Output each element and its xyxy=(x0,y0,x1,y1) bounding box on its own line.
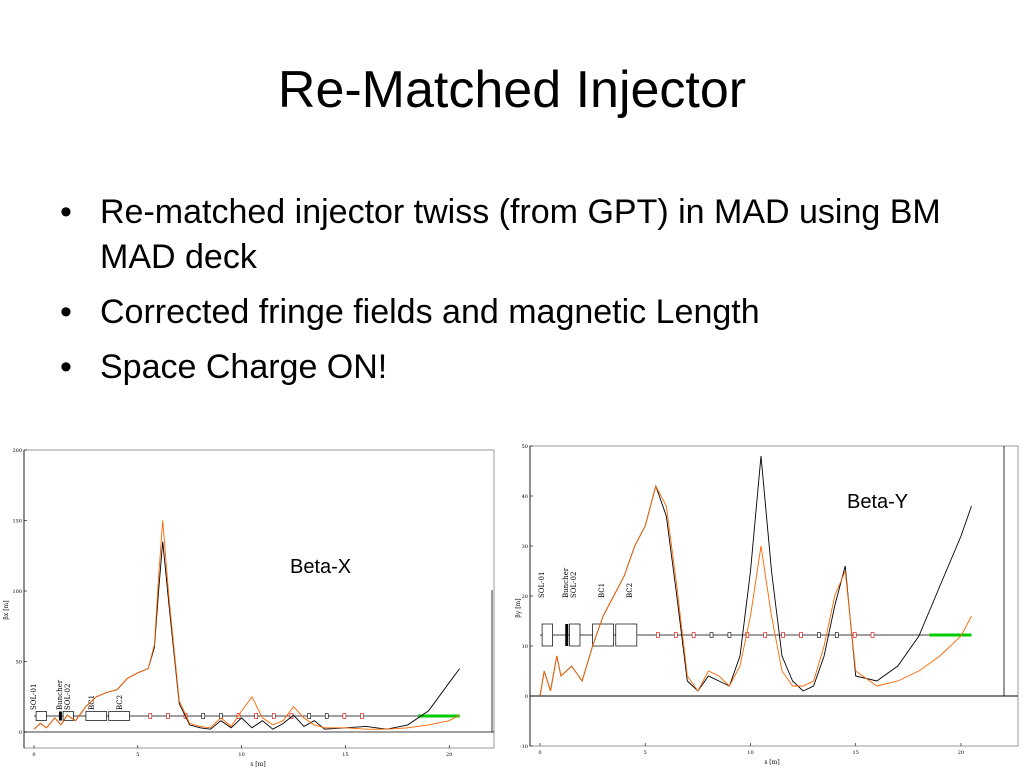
buncher-element xyxy=(565,624,569,646)
bullet-text: Corrected fringe fields and magnetic Len… xyxy=(100,292,760,331)
quad-element xyxy=(324,713,329,719)
series-line xyxy=(539,484,972,697)
bullet-dot-icon: • xyxy=(60,292,72,331)
bullet-list: • Re-matched injector twiss (from GPT) in… xyxy=(58,190,978,400)
element-label: BC2 xyxy=(116,695,124,710)
bullet-text: Re-matched injector twiss (from GPT) in … xyxy=(100,193,941,276)
x-tick-label: 0 xyxy=(538,750,541,756)
beamline-element xyxy=(541,623,553,647)
quad-element xyxy=(254,713,258,719)
x-tick-label: 20 xyxy=(958,750,964,756)
y-tick-label: 200 xyxy=(12,448,22,454)
quad-element xyxy=(307,713,311,719)
beta-x-chart: 0 50 100 150 200 0 5 10 15 20 SOL-01 Buncher SOL-0… xyxy=(3,448,495,768)
slide-title: Re-Matched Injector xyxy=(277,61,747,119)
bullet-dot-icon: • xyxy=(60,193,72,231)
beamline-element xyxy=(85,711,108,721)
quad-element xyxy=(763,632,768,638)
element-label: SOL-02 xyxy=(64,684,72,710)
beamline-element xyxy=(592,623,615,647)
x-tick-label: 5 xyxy=(136,752,139,758)
series-line xyxy=(33,520,460,730)
quad-element xyxy=(342,713,347,719)
y-tick-label: 100 xyxy=(12,589,22,595)
element-label: SOL-01 xyxy=(538,572,546,598)
linac-section xyxy=(418,714,460,718)
element-label: SOL-01 xyxy=(30,684,38,710)
element-label: BC1 xyxy=(598,583,606,598)
beta-y-chart-panel: -10 0 10 20 30 40 50 0 5 10 15 20 SOL-01 Buncher SOL… xyxy=(514,438,1024,768)
quad-element xyxy=(834,632,839,638)
bullet-text: Space Charge ON! xyxy=(100,347,388,386)
element-label: Buncher xyxy=(56,679,64,710)
element-label: BC1 xyxy=(88,695,96,710)
quad-element xyxy=(870,632,875,638)
x-axis-label: s [m] xyxy=(250,761,265,768)
y-tick-label: 50 xyxy=(16,660,22,666)
y-tick-label: 0 xyxy=(525,694,528,700)
x-tick-label: 15 xyxy=(342,752,348,758)
y-tick-label: 20 xyxy=(522,594,528,600)
y-tick-label: 40 xyxy=(522,494,528,500)
quad-element xyxy=(201,713,206,719)
element-label: Buncher xyxy=(562,567,570,598)
y-tick-label: 0 xyxy=(19,730,22,736)
quad-element xyxy=(271,713,276,719)
y-tick-label: 10 xyxy=(522,644,528,650)
y-axis-label: βy [m] xyxy=(515,598,522,617)
x-tick-label: 20 xyxy=(446,752,452,758)
beamline-element xyxy=(569,623,581,647)
y-tick-label: 150 xyxy=(12,519,22,525)
element-label: SOL-02 xyxy=(570,572,578,598)
beta-y-label: Beta-Y xyxy=(847,491,908,513)
y-tick-label: 50 xyxy=(522,444,528,450)
quad-element xyxy=(799,632,803,638)
quad-element xyxy=(673,632,678,638)
bullet-dot-icon: • xyxy=(60,347,72,386)
bullet-item: • Space Charge ON! xyxy=(58,345,978,390)
beamline-element xyxy=(108,711,130,721)
y-tick-label: 30 xyxy=(522,544,528,550)
beta-y-chart: -10 0 10 20 30 40 50 0 5 10 15 20 SOL-01 Buncher SOL… xyxy=(515,444,1019,766)
x-axis-label: s [m] xyxy=(764,759,779,766)
x-tick-label: 5 xyxy=(644,750,647,756)
quad-element xyxy=(852,632,857,638)
quad-element xyxy=(656,632,660,638)
buncher-element xyxy=(58,711,62,721)
quad-element xyxy=(360,713,364,719)
x-tick-label: 10 xyxy=(747,750,753,756)
quad-element xyxy=(781,632,785,638)
quad-element xyxy=(166,713,170,719)
element-label: BC2 xyxy=(626,583,634,598)
beta-x-chart-panel: 0 50 100 150 200 0 5 10 15 20 SOL-01 Buncher SOL-0… xyxy=(0,440,505,768)
quad-element xyxy=(691,632,696,638)
bullet-item: • Corrected fringe fields and magnetic Le… xyxy=(58,290,978,335)
linac-section xyxy=(929,633,972,637)
beta-x-label: Beta-X xyxy=(290,556,351,578)
y-tick-label: -10 xyxy=(520,744,528,750)
quad-element xyxy=(727,632,732,638)
beamline-element xyxy=(615,623,638,647)
x-tick-label: 15 xyxy=(853,750,859,756)
series-line xyxy=(33,541,460,730)
quad-element xyxy=(817,632,821,638)
x-tick-label: 0 xyxy=(32,752,35,758)
beamline-element xyxy=(35,711,47,721)
bullet-item: • Re-matched injector twiss (from GPT) in… xyxy=(58,190,978,280)
quad-element xyxy=(148,713,153,719)
quad-element xyxy=(709,632,714,638)
x-tick-label: 10 xyxy=(238,752,244,758)
y-axis-label: βx [m] xyxy=(3,600,10,619)
